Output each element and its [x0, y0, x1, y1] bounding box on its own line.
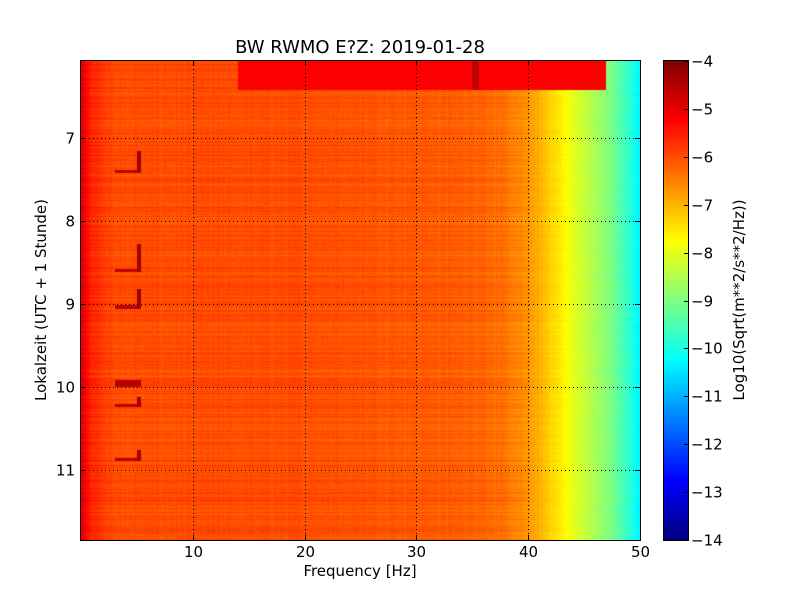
- colorbar-tick-label: −10: [691, 340, 723, 358]
- x-tick-label: 30: [407, 543, 426, 561]
- colorbar-tick-label: −7: [691, 197, 713, 215]
- y-axis: 7 8 9 10 11: [56, 130, 640, 480]
- colorbar-tick-label: −4: [691, 53, 713, 71]
- colorbar-frame: [663, 60, 689, 541]
- colorbar-tick-label: −12: [691, 436, 723, 454]
- y-tick-label: 10: [56, 379, 75, 397]
- y-axis-label: Lokalzeit (UTC + 1 Stunde): [32, 199, 50, 401]
- plot-frame: [80, 60, 641, 541]
- colorbar-tick-label: −11: [691, 388, 723, 406]
- colorbar-tick-label: −5: [691, 101, 713, 119]
- plot-area: [81, 61, 640, 540]
- x-tick-label: 20: [296, 543, 315, 561]
- x-axis-label: Frequency [Hz]: [303, 562, 416, 580]
- x-tick-label: 50: [631, 543, 650, 561]
- colorbar-tick-label: −14: [691, 532, 723, 550]
- colorbar-tick-label: −9: [691, 293, 713, 311]
- y-tick-label: 11: [56, 462, 75, 480]
- x-tick-label: 10: [184, 543, 203, 561]
- y-tick-label: 8: [65, 213, 75, 231]
- x-axis: 10 20 30 40 50: [184, 61, 650, 561]
- x-tick-label: 40: [519, 543, 538, 561]
- colorbar-axis: −4 −5 −6 −7 −8 −9 −10 −11 −12 −13 −14: [684, 53, 723, 550]
- colorbar-tick-label: −13: [691, 484, 723, 502]
- chart-title: BW RWMO E?Z: 2019-01-28: [235, 37, 485, 58]
- spectrogram-image: [81, 61, 640, 540]
- colorbar-gradient: [664, 61, 688, 540]
- colorbar-tick-label: −8: [691, 245, 713, 263]
- y-tick-label: 7: [65, 130, 75, 148]
- colorbar-label: Log10(Sqrt(m**2/s**2/Hz)): [730, 199, 748, 400]
- colorbar: [664, 61, 688, 540]
- y-tick-label: 9: [65, 296, 75, 314]
- colorbar-tick-label: −6: [691, 149, 713, 167]
